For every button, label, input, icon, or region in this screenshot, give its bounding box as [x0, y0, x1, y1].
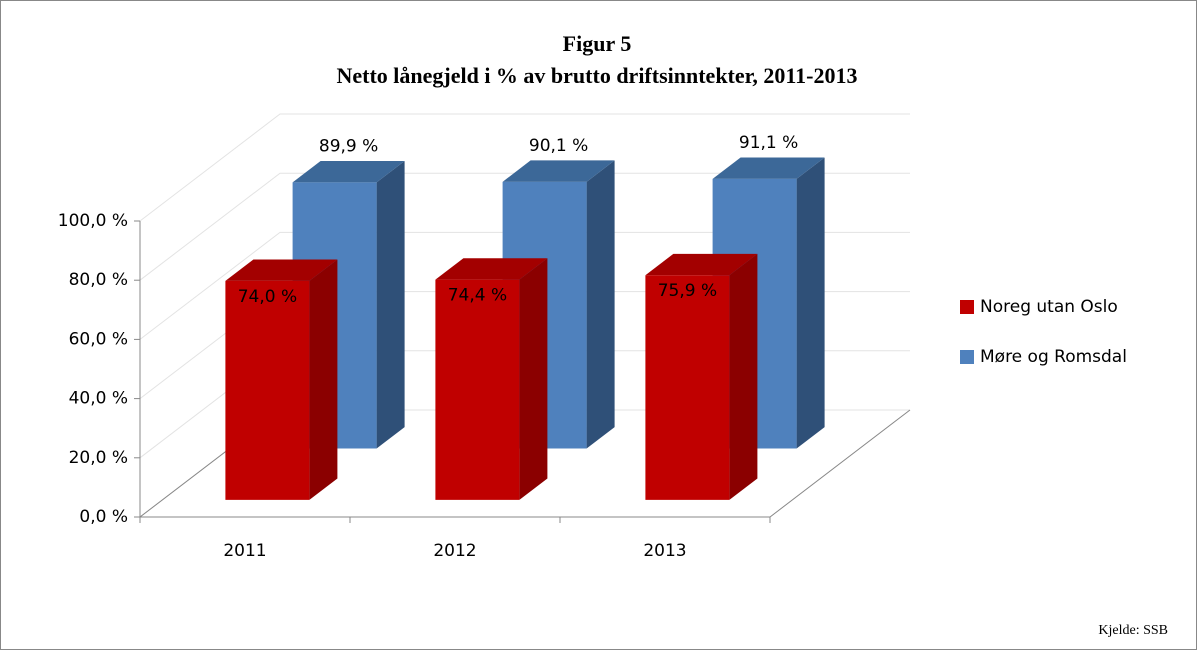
chart-title: Figur 5	[563, 31, 632, 56]
y-tick-label: 100,0 %	[58, 211, 128, 231]
bar-top	[645, 253, 758, 276]
legend-label: Noreg utan Oslo	[980, 297, 1118, 317]
data-label: 74,0 %	[238, 287, 297, 307]
grid-line	[139, 172, 910, 281]
x-tick-label: 2012	[433, 541, 476, 561]
legend-label: Møre og Romsdal	[980, 347, 1127, 367]
bar-side	[309, 259, 338, 500]
bar-top	[712, 157, 825, 179]
data-label: 91,1 %	[739, 133, 798, 153]
legend-swatch	[960, 350, 974, 364]
data-label: 75,9 %	[658, 281, 717, 301]
bar-side	[796, 157, 825, 449]
bar	[645, 275, 730, 500]
bar-side	[376, 161, 405, 449]
legend-swatch	[960, 300, 974, 314]
bar	[225, 280, 310, 500]
bar-top	[435, 258, 548, 280]
bar-side	[586, 160, 615, 449]
grid-line	[139, 113, 910, 222]
bar	[435, 279, 520, 500]
data-label: 74,4 %	[448, 286, 507, 306]
y-tick-label: 80,0 %	[69, 270, 128, 290]
bar-side	[729, 253, 758, 500]
y-tick-label: 20,0 %	[69, 448, 128, 468]
data-label: 90,1 %	[529, 136, 588, 156]
bar-top	[225, 259, 338, 281]
y-tick-label: 40,0 %	[69, 389, 128, 409]
source-note: Kjelde: SSB	[1098, 623, 1168, 638]
y-tick-label: 0,0 %	[79, 507, 128, 527]
bar-top	[502, 160, 615, 182]
y-tick-label: 60,0 %	[69, 329, 128, 349]
x-tick-label: 2011	[223, 541, 266, 561]
grid-line	[139, 231, 910, 340]
data-label: 89,9 %	[319, 136, 378, 156]
bar-top	[292, 161, 405, 183]
floor-edge	[138, 409, 911, 518]
x-tick-label: 2013	[643, 541, 686, 561]
chart-subtitle: Netto lånegjeld i % av brutto driftsinnt…	[336, 63, 857, 88]
bar-side	[519, 258, 548, 500]
